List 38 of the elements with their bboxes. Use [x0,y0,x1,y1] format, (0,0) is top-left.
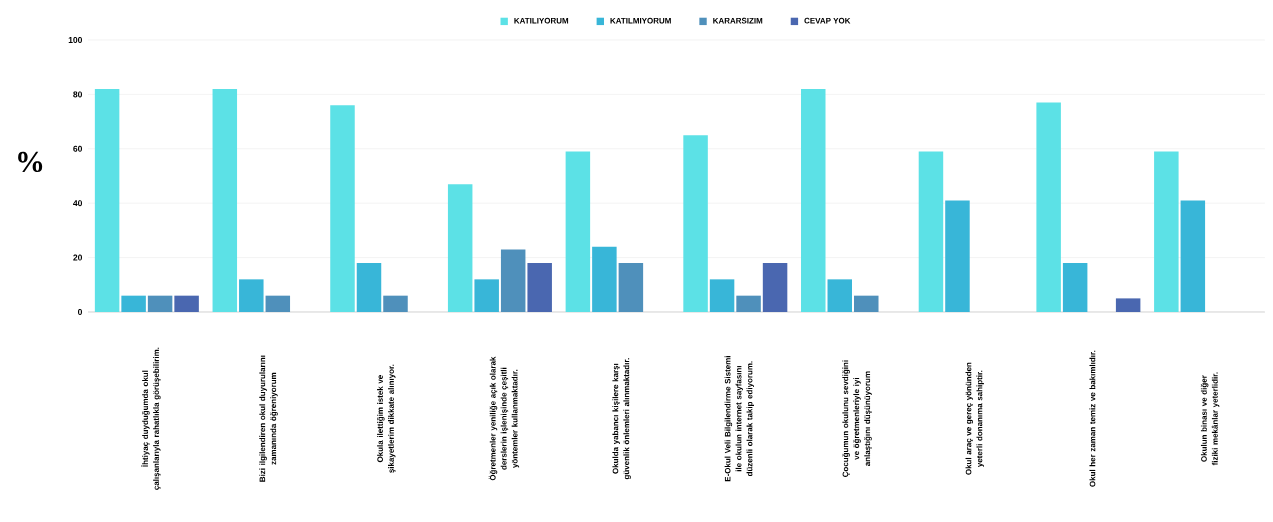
bar [500,249,526,312]
bar [330,105,355,312]
bar [94,88,120,312]
bar [762,263,788,312]
bar [1062,263,1088,312]
bar [1154,151,1179,312]
bar [474,279,499,312]
bar [527,263,552,312]
bar [1115,298,1141,312]
bar [239,279,264,312]
bar [709,279,735,312]
bar [683,135,708,312]
bar [1180,200,1206,312]
y-tick-label: 0 [77,309,83,315]
bar [265,295,291,312]
bar [212,88,238,312]
bar [854,295,879,312]
y-tick-label: 20 [73,254,83,261]
bar [356,263,382,312]
y-tick-label: 100 [68,37,83,43]
bar [592,246,617,312]
y-tick-label: 40 [73,200,83,207]
bar [945,200,970,312]
y-tick-label: 60 [73,145,83,152]
bar [447,184,473,312]
bar [121,295,146,312]
bar [801,88,826,312]
bar [736,295,761,312]
bar [147,295,173,312]
y-tick-label: 80 [73,91,83,98]
bar [1036,102,1061,312]
bar [565,151,591,312]
y-axis-title: % [18,151,43,173]
bar [618,263,644,312]
bar [383,295,408,312]
bar [827,279,853,312]
bar [918,151,944,312]
bar [174,295,199,312]
